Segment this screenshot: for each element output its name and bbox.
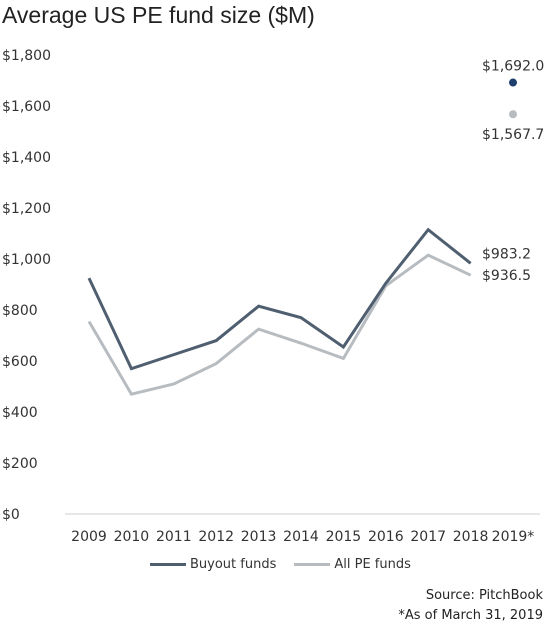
x-tick-label: 2014 [283, 529, 319, 545]
y-tick-label: $600 [2, 354, 38, 370]
y-tick-label: $1,400 [2, 150, 51, 166]
x-tick-label: 2016 [368, 529, 404, 545]
series-line-all-pe [87, 253, 472, 396]
y-tick-label: $0 [2, 507, 20, 523]
data-label-2019-all-pe: $1,567.7 [482, 127, 544, 143]
source-note: Source: PitchBook [425, 588, 543, 603]
x-tick-label: 2019* [492, 529, 535, 545]
data-label-2019-buyout: $1,692.0 [482, 59, 544, 75]
data-label-2018-all-pe: $936.5 [482, 268, 531, 284]
x-tick-label: 2009 [71, 529, 107, 545]
data-point-2019-all-pe [509, 110, 517, 119]
y-tick-label: $200 [2, 456, 38, 472]
legend-swatch-buyout [150, 563, 186, 566]
x-tick-label: 2018 [453, 529, 489, 545]
legend-swatch-all-pe [294, 563, 331, 566]
y-tick-label: $800 [2, 303, 38, 319]
y-tick-label: $1,200 [2, 201, 51, 217]
y-tick-label: $1,800 [2, 48, 51, 64]
series-line-buyout [87, 227, 472, 371]
footnote: *As of March 31, 2019 [398, 608, 543, 623]
data-label-2018-buyout: $983.2 [482, 246, 531, 262]
y-tick-label: $1,000 [2, 252, 51, 268]
x-tick-label: 2010 [114, 529, 150, 545]
x-tick-label: 2015 [326, 529, 362, 545]
chart-title: Average US PE fund size ($M) [2, 2, 315, 28]
legend-item-buyout: Buyout funds [150, 557, 276, 572]
x-tick-label: 2011 [156, 529, 192, 545]
legend-label-buyout: Buyout funds [190, 557, 277, 572]
data-point-2019-buyout [509, 78, 517, 87]
x-tick-label: 2017 [410, 529, 446, 545]
legend-label-all-pe: All PE funds [334, 557, 411, 572]
x-tick-label: 2012 [198, 529, 234, 545]
x-tick-label: 2013 [241, 529, 277, 545]
y-tick-label: $400 [2, 405, 38, 421]
legend: Buyout funds All PE funds [150, 557, 429, 572]
y-tick-label: $1,600 [2, 99, 51, 115]
legend-item-all-pe: All PE funds [294, 557, 411, 572]
